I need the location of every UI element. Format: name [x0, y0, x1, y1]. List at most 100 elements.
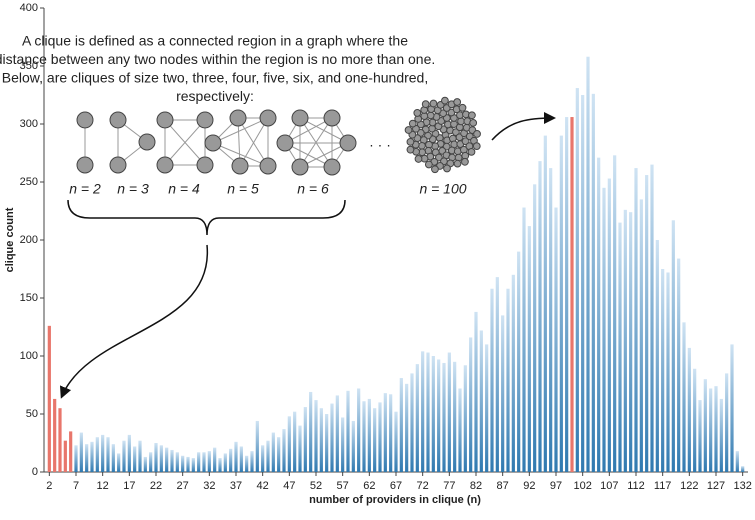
- bar: [469, 337, 473, 472]
- node: [443, 164, 451, 173]
- node: [76, 156, 94, 174]
- node: [431, 165, 439, 174]
- node: [468, 111, 476, 120]
- x-tick-label: 82: [470, 480, 482, 492]
- bar: [245, 455, 249, 472]
- bar: [255, 420, 259, 472]
- node: [109, 111, 127, 129]
- ellipsis: · · ·: [369, 137, 391, 153]
- bar: [634, 168, 638, 472]
- edge: [212, 117, 269, 144]
- x-tick-label: 22: [150, 480, 162, 492]
- bar: [442, 362, 446, 472]
- bar: [629, 212, 633, 472]
- node: [458, 103, 467, 112]
- bar: [607, 178, 611, 472]
- bar: [383, 393, 387, 472]
- x-tick-label: 32: [203, 480, 215, 492]
- bar: [234, 441, 238, 472]
- node: [406, 145, 415, 154]
- bar: [415, 364, 419, 472]
- bar: [559, 135, 563, 472]
- bar: [725, 373, 729, 472]
- bar: [394, 411, 398, 472]
- x-tick-label: 77: [443, 480, 455, 492]
- bar: [117, 453, 121, 472]
- node: [204, 134, 222, 152]
- y-tick-label: 350: [20, 60, 38, 72]
- y-tick-label: 250: [20, 176, 38, 188]
- bar: [495, 277, 499, 472]
- bar: [623, 209, 627, 472]
- bar: [197, 452, 201, 472]
- bar: [538, 161, 542, 472]
- node: [231, 157, 249, 175]
- x-tick-label: 42: [257, 480, 269, 492]
- bar: [154, 443, 158, 472]
- bar: [175, 452, 179, 472]
- bar: [74, 445, 78, 472]
- x-tick-label: 67: [390, 480, 402, 492]
- bar: [458, 388, 462, 472]
- bar: [447, 352, 451, 472]
- bar: [271, 432, 275, 472]
- bar: [671, 220, 675, 472]
- bar: [79, 432, 83, 472]
- edge: [284, 117, 333, 144]
- x-tick-label: 2: [46, 480, 52, 492]
- bar: [250, 451, 254, 472]
- x-tick-label: 62: [363, 480, 375, 492]
- bar: [474, 311, 478, 472]
- bar: [170, 449, 174, 472]
- node: [276, 134, 294, 152]
- bar: [533, 184, 537, 472]
- bar: [693, 368, 697, 472]
- arrow: [491, 112, 556, 141]
- node: [259, 109, 277, 127]
- bar: [639, 199, 643, 472]
- bar: [709, 388, 713, 472]
- bar: [325, 414, 329, 472]
- bar: [319, 408, 323, 472]
- clique-label: n = 100: [419, 181, 466, 197]
- annotation: respectively:: [176, 88, 254, 104]
- y-tick-label: 0: [32, 466, 38, 478]
- x-tick-label: 57: [337, 480, 349, 492]
- bar: [186, 456, 190, 472]
- bar: [229, 448, 233, 472]
- node: [404, 126, 413, 134]
- bar: [90, 441, 94, 472]
- brace: [67, 199, 346, 236]
- bar: [53, 398, 57, 472]
- node: [414, 155, 423, 163]
- clique-label: n = 4: [168, 181, 200, 197]
- bar: [293, 411, 297, 472]
- bar: [298, 425, 302, 472]
- node: [196, 111, 214, 129]
- bar: [389, 394, 393, 472]
- bar: [373, 408, 377, 472]
- bar: [698, 400, 702, 472]
- bar: [682, 322, 686, 472]
- node: [429, 99, 438, 108]
- bar: [645, 175, 649, 473]
- bar: [650, 164, 654, 472]
- x-tick-label: 87: [497, 480, 509, 492]
- bar: [85, 444, 89, 472]
- node: [417, 141, 426, 150]
- bar: [666, 272, 670, 472]
- bar: [95, 437, 99, 472]
- bar: [341, 417, 345, 472]
- bar: [741, 466, 745, 472]
- node: [435, 153, 443, 162]
- bar: [410, 373, 414, 472]
- y-tick-label: 400: [20, 2, 38, 14]
- clique-label: n = 2: [69, 181, 101, 197]
- bar: [213, 447, 217, 472]
- x-tick-label: 27: [177, 480, 189, 492]
- x-tick-label: 132: [733, 480, 751, 492]
- bar: [362, 401, 366, 472]
- bar: [266, 440, 270, 472]
- x-tick-label: 97: [550, 480, 562, 492]
- x-tick-label: 127: [707, 480, 725, 492]
